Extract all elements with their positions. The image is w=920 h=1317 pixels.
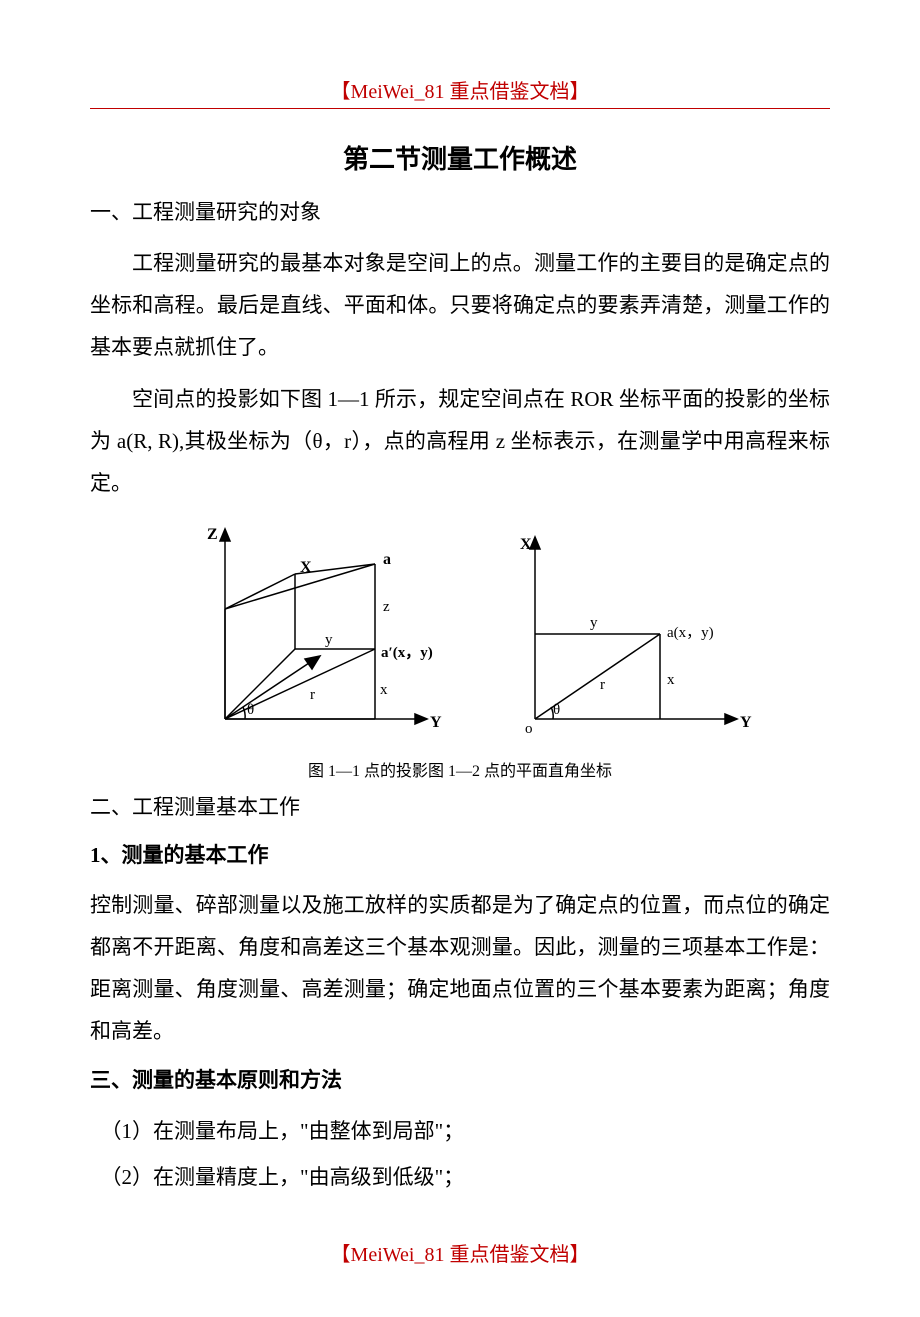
- section-2-heading: 二、工程测量基本工作: [90, 789, 830, 827]
- section-3-heading: 三、测量的基本原则和方法: [90, 1062, 830, 1100]
- figure-1-1-diagram: Z X Y a z y r x θ a′(x，y): [165, 519, 465, 749]
- label-x-axis-2: X: [520, 536, 532, 553]
- section-2-sub1-body: 控制测量、碎部测量以及施工放样的实质都是为了确定点的位置，而点位的确定都离不开距…: [90, 884, 830, 1052]
- label-r: r: [310, 687, 315, 703]
- label-y-axis-2: Y: [740, 714, 752, 731]
- label-z-dim: z: [383, 599, 390, 615]
- section-3-item-1: （1）在测量布局上，"由整体到局部"；: [90, 1110, 830, 1152]
- footer-tag: 【MeiWei_81 重点借鉴文档】: [90, 1238, 830, 1267]
- section-1-para-2: 空间点的投影如下图 1—1 所示，规定空间点在 ROR 坐标平面的投影的坐标为 …: [90, 378, 830, 504]
- label-z: Z: [207, 526, 218, 543]
- figure-1-2-diagram: X Y y r x θ a(x，y) o: [495, 519, 755, 749]
- label-x-2: x: [667, 672, 675, 688]
- header-tag: 【MeiWei_81 重点借鉴文档】: [90, 75, 830, 104]
- section-2-sub1-heading: 1、测量的基本工作: [90, 837, 830, 875]
- figure-caption: 图 1—1 点的投影图 1—2 点的平面直角坐标: [90, 757, 830, 781]
- label-theta-2: θ: [553, 702, 560, 718]
- label-x-axis: X: [300, 559, 312, 576]
- section-1-heading: 一、工程测量研究的对象: [90, 194, 830, 232]
- label-a: a: [383, 551, 391, 568]
- label-x-dim: x: [380, 682, 388, 698]
- document-title: 第二节测量工作概述: [90, 139, 830, 176]
- label-o: o: [525, 721, 533, 737]
- label-a-2: a(x，y): [667, 625, 714, 641]
- label-y-axis: Y: [430, 714, 442, 731]
- label-r-2: r: [600, 677, 605, 693]
- label-theta: θ: [247, 702, 254, 718]
- header-underline: [90, 108, 830, 109]
- section-1-para-1: 工程测量研究的最基本对象是空间上的点。测量工作的主要目的是确定点的坐标和高程。最…: [90, 242, 830, 368]
- section-3-item-2: （2）在测量精度上，"由高级到低级"；: [90, 1156, 830, 1198]
- figure-container: Z X Y a z y r x θ a′(x，y): [90, 519, 830, 749]
- page-root: 【MeiWei_81 重点借鉴文档】 第二节测量工作概述 一、工程测量研究的对象…: [0, 0, 920, 1317]
- label-y-dim: y: [325, 632, 333, 648]
- label-aprime: a′(x，y): [381, 645, 433, 661]
- label-y-2: y: [590, 615, 598, 631]
